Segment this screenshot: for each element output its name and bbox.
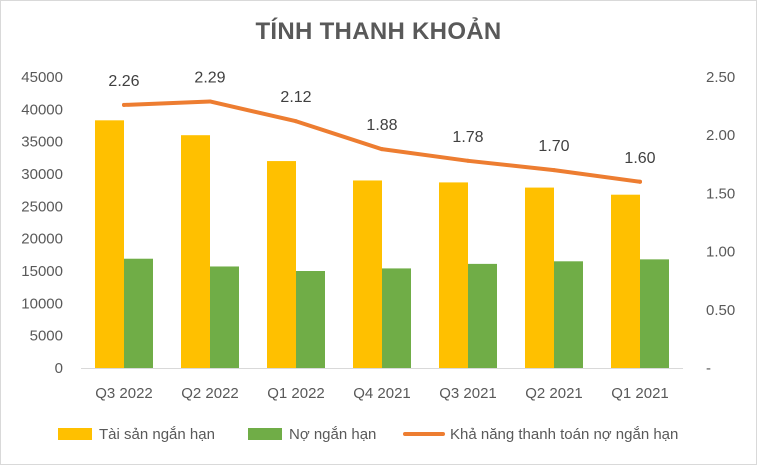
line-point: [638, 179, 642, 184]
y-left-tick-label: 5000: [30, 328, 63, 345]
y-right-tick-label: 2.00: [706, 127, 735, 144]
legend-swatch: [58, 428, 92, 440]
bar-tai-san-ngan-han: [525, 187, 554, 368]
x-tick-label: Q1 2022: [267, 385, 325, 402]
data-label: 2.12: [280, 89, 311, 106]
data-label: 1.60: [624, 150, 655, 167]
bar-no-ngan-han: [124, 258, 153, 368]
y-right-tick-label: 0.50: [706, 302, 735, 319]
x-tick-label: Q3 2021: [439, 385, 497, 402]
legend-label: Tài sản ngắn hạn: [99, 426, 215, 443]
y-left-tick-label: 25000: [21, 198, 63, 215]
bar-no-ngan-han: [468, 263, 497, 368]
y-right-tick-label: 2.50: [706, 69, 735, 86]
bar-tai-san-ngan-han: [181, 135, 210, 368]
legend-item: Khả năng thanh toán nợ ngắn hạn: [403, 426, 678, 443]
bar-no-ngan-han: [382, 268, 411, 368]
legend-item: Tài sản ngắn hạn: [58, 426, 215, 443]
line-point: [122, 102, 126, 107]
bar-tai-san-ngan-han: [267, 161, 296, 368]
line-point: [466, 158, 470, 163]
bar-tai-san-ngan-han: [353, 180, 382, 368]
legend-label: Khả năng thanh toán nợ ngắn hạn: [450, 426, 678, 443]
data-label: 1.70: [538, 138, 569, 155]
y-left-tick-label: 35000: [21, 134, 63, 151]
x-tick-label: Q3 2022: [95, 385, 153, 402]
y-left-tick-label: 20000: [21, 231, 63, 248]
line-point: [294, 119, 298, 124]
chart-title: TÍNH THANH KHOẢN: [255, 18, 502, 45]
y-left-tick-label: 45000: [21, 69, 63, 86]
data-label: 1.78: [452, 129, 483, 146]
bar-no-ngan-han: [210, 266, 239, 368]
x-tick-label: Q2 2021: [525, 385, 583, 402]
y-right-tick-label: 1.50: [706, 185, 735, 202]
x-tick-label: Q4 2021: [353, 385, 411, 402]
bar-no-ngan-han: [640, 259, 669, 368]
x-tick-label: Q1 2021: [611, 385, 669, 402]
data-label: 1.88: [366, 117, 397, 134]
y-left-tick-label: 40000: [21, 101, 63, 118]
bar-tai-san-ngan-han: [439, 182, 468, 368]
bar-no-ngan-han: [554, 261, 583, 368]
line-point: [380, 147, 384, 152]
y-right-tick-label: 1.00: [706, 244, 735, 261]
data-label: 2.26: [108, 73, 139, 90]
x-tick-label: Q2 2022: [181, 385, 239, 402]
legend-label: Nợ ngắn hạn: [289, 426, 376, 443]
legend-swatch: [248, 428, 282, 440]
y-left-tick-label: 0: [55, 360, 63, 377]
line-point: [208, 99, 212, 104]
bar-no-ngan-han: [296, 271, 325, 368]
y-left-tick-label: 30000: [21, 166, 63, 183]
legend-item: Nợ ngắn hạn: [248, 426, 376, 443]
bar-tai-san-ngan-han: [611, 194, 640, 368]
line-point: [552, 168, 556, 173]
data-label: 2.29: [194, 69, 225, 86]
y-left-tick-label: 10000: [21, 295, 63, 312]
bar-tai-san-ngan-han: [95, 120, 124, 369]
y-left-tick-label: 15000: [21, 263, 63, 280]
y-right-tick-label: -: [706, 360, 711, 377]
